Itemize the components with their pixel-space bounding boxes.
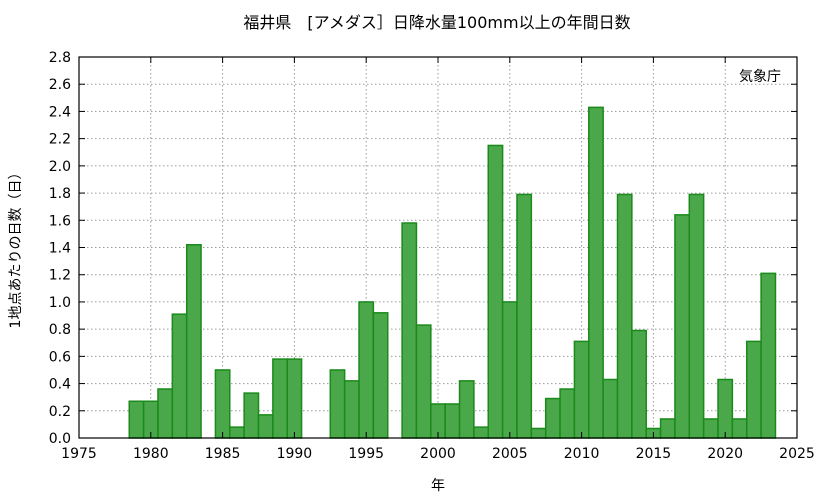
bar-2006 xyxy=(516,193,533,439)
y-tick-label: 1.8 xyxy=(49,186,71,202)
y-tick-label: 0.4 xyxy=(49,377,71,393)
bar-1988 xyxy=(257,414,274,439)
bar-2002 xyxy=(458,380,475,439)
y-tick-label: 1.6 xyxy=(49,213,71,229)
x-tick-label: 1980 xyxy=(133,446,169,462)
x-axis-label: 年 xyxy=(431,478,445,494)
bar-2010 xyxy=(573,340,590,439)
bar-1981 xyxy=(157,388,174,439)
y-tick-label: 2.8 xyxy=(49,50,71,66)
bar-1986 xyxy=(229,426,245,439)
bar-2016 xyxy=(659,418,676,439)
bar-1993 xyxy=(329,369,346,439)
x-tick-label: 2000 xyxy=(420,446,456,462)
y-tick-label: 2.0 xyxy=(49,159,71,175)
bar-2014 xyxy=(631,329,647,439)
bar-1985 xyxy=(214,369,231,439)
bar-2001 xyxy=(444,403,461,439)
x-axis-ticks: 1975 1980 1985 1990 1995 2000 2005 2010 2015 2020… xyxy=(61,57,815,462)
bar-2019 xyxy=(702,418,719,439)
y-tick-label: 2.2 xyxy=(49,132,71,148)
y-tick-label: 1.4 xyxy=(49,241,71,257)
bar-1987 xyxy=(243,392,260,439)
x-tick-label: 2015 xyxy=(636,446,672,462)
bar-1989 xyxy=(272,358,288,439)
bar-1996 xyxy=(372,312,389,439)
bar-2003 xyxy=(473,426,490,439)
bar-2009 xyxy=(559,388,576,439)
y-tick-label: 2.4 xyxy=(49,104,71,120)
bar-1999 xyxy=(415,324,432,439)
bar-1982 xyxy=(171,313,188,439)
bar-2022 xyxy=(745,340,762,439)
y-axis-label: 1地点あたりの日数（日） xyxy=(8,166,24,329)
bar-2023 xyxy=(760,272,777,439)
bar-1983 xyxy=(185,244,202,439)
bar-2007 xyxy=(530,427,547,439)
y-tick-label: 0.2 xyxy=(49,404,71,420)
y-tick-label: 1.0 xyxy=(49,295,71,311)
bar-2004 xyxy=(487,144,504,439)
bar-2008 xyxy=(544,397,561,439)
x-tick-label: 2025 xyxy=(779,446,815,462)
bar-2020 xyxy=(717,378,734,439)
bar-1995 xyxy=(358,301,375,439)
y-tick-label: 2.6 xyxy=(49,77,71,93)
bar-2005 xyxy=(501,301,518,439)
bar-1994 xyxy=(343,380,360,439)
source-annotation: 気象庁 xyxy=(739,69,781,85)
bar-1990 xyxy=(286,358,303,439)
bar-1998 xyxy=(401,222,418,439)
x-tick-label: 2010 xyxy=(564,446,600,462)
bar-2012 xyxy=(602,378,619,439)
bar-1979 xyxy=(128,400,145,439)
bar-2017 xyxy=(674,214,691,439)
y-tick-label: 0.8 xyxy=(49,322,71,338)
y-tick-label: 0.0 xyxy=(49,431,71,447)
x-tick-label: 2005 xyxy=(492,446,528,462)
x-tick-label: 1975 xyxy=(61,446,97,462)
y-tick-label: 0.6 xyxy=(49,349,71,365)
y-axis-ticks: 0.0 0.2 0.4 0.6 0.8 1.0 1.2 1.4 1.6 1.8 2.0 2.2 2.4 2… xyxy=(49,50,797,447)
x-tick-label: 1985 xyxy=(205,446,241,462)
x-tick-label: 1990 xyxy=(277,446,313,462)
chart-title: 福井県 [アメダス］日降水量100mm以上の年間日数 xyxy=(243,13,630,32)
bar-2013 xyxy=(616,193,633,439)
x-tick-label: 1995 xyxy=(348,446,384,462)
x-tick-label: 2020 xyxy=(707,446,743,462)
bar-2011 xyxy=(588,106,604,439)
y-tick-label: 1.2 xyxy=(49,268,71,284)
bar-2018 xyxy=(688,193,705,439)
bars xyxy=(128,106,777,439)
bar-2021 xyxy=(731,418,748,439)
